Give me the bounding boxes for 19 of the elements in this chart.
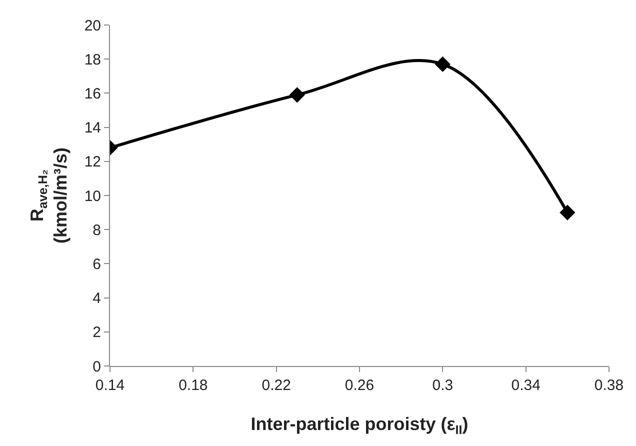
- x-tick-label: 0.38: [594, 377, 624, 394]
- x-tick-label: 0.18: [178, 377, 208, 394]
- x-axis-title: Inter-particle poroisty (ε$_{II}$): [250, 414, 468, 437]
- y-tick-label: 6: [92, 256, 101, 273]
- y-tick-label: 10: [84, 188, 101, 205]
- x-tick-label: 0.3: [432, 377, 454, 394]
- y-tick-label: 12: [84, 154, 101, 171]
- x-tick-label: 0.14: [95, 377, 125, 394]
- y-tick-label: 20: [84, 17, 101, 34]
- y-tick-label: 16: [84, 85, 101, 102]
- x-tick-label: 0.34: [511, 377, 540, 394]
- y-tick-label: 2: [92, 324, 101, 342]
- y-tick-label: 0: [92, 358, 101, 376]
- y-tick-label: 14: [84, 120, 101, 137]
- y-tick-label: 8: [92, 222, 101, 239]
- x-tick-label: 0.26: [344, 377, 374, 394]
- y-tick-label: 18: [84, 51, 101, 68]
- y-tick-label: 4: [92, 290, 101, 308]
- x-tick-label: 0.22: [262, 377, 291, 394]
